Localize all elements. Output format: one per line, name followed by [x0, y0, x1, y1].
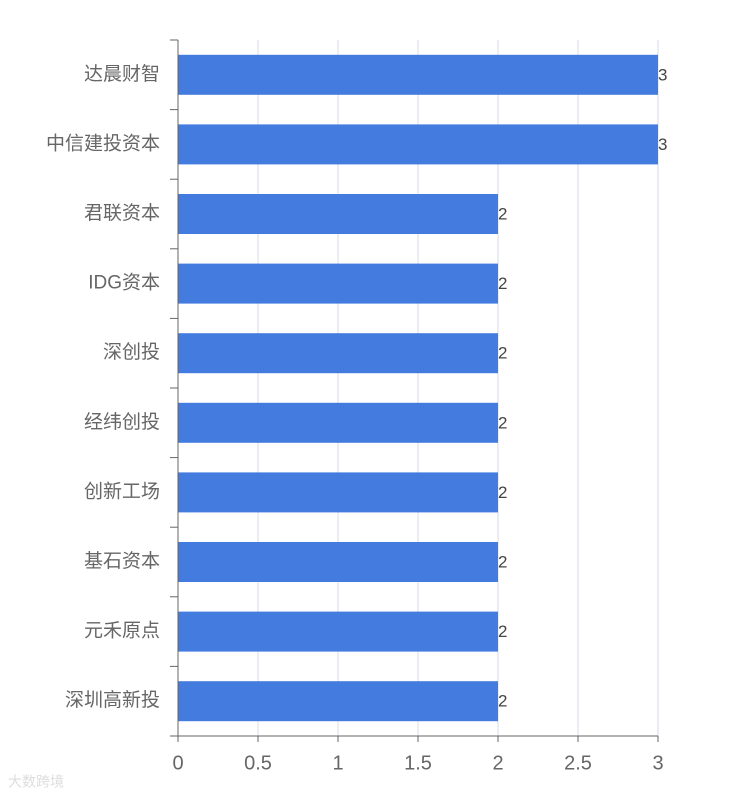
y-tick-label: 深创投 — [103, 341, 160, 363]
y-tick-label: IDG资本 — [88, 272, 160, 294]
bar — [178, 611, 498, 652]
x-tick-label: 3 — [652, 752, 663, 774]
bar — [178, 542, 498, 582]
y-tick-label: 达晨财智 — [84, 63, 160, 85]
y-tick-label: 君联资本 — [84, 202, 160, 224]
x-tick-label: 1 — [332, 752, 343, 774]
x-tick-label: 0 — [172, 752, 183, 774]
y-tick-label: 深圳高新投 — [65, 689, 160, 711]
bar — [178, 402, 498, 443]
value-label: 3 — [658, 65, 667, 84]
x-tick-label: 1.5 — [404, 752, 432, 774]
watermark: 大数跨境 — [8, 774, 64, 790]
y-tick-label: 中信建投资本 — [46, 132, 160, 154]
x-tick-label: 0.5 — [244, 752, 272, 774]
value-label: 2 — [498, 622, 507, 641]
bar — [178, 194, 498, 234]
y-tick-label: 元禾原点 — [84, 620, 160, 642]
bar — [178, 333, 498, 374]
y-tick-label: 基石资本 — [84, 550, 160, 572]
value-label: 3 — [658, 135, 667, 154]
bar — [178, 263, 498, 304]
bar — [178, 124, 658, 165]
value-label: 2 — [498, 552, 507, 571]
x-tick-label: 2.5 — [564, 752, 592, 774]
value-label: 2 — [498, 692, 507, 711]
value-label: 2 — [498, 483, 507, 502]
bar — [178, 681, 498, 722]
value-label: 2 — [498, 274, 507, 293]
bar — [178, 54, 658, 95]
y-tick-label: 创新工场 — [84, 480, 160, 502]
value-label: 2 — [498, 413, 507, 432]
y-tick-label: 经纬创投 — [84, 411, 160, 433]
value-label: 2 — [498, 344, 507, 363]
bar — [178, 472, 498, 513]
value-label: 2 — [498, 204, 507, 223]
x-tick-label: 2 — [492, 752, 503, 774]
